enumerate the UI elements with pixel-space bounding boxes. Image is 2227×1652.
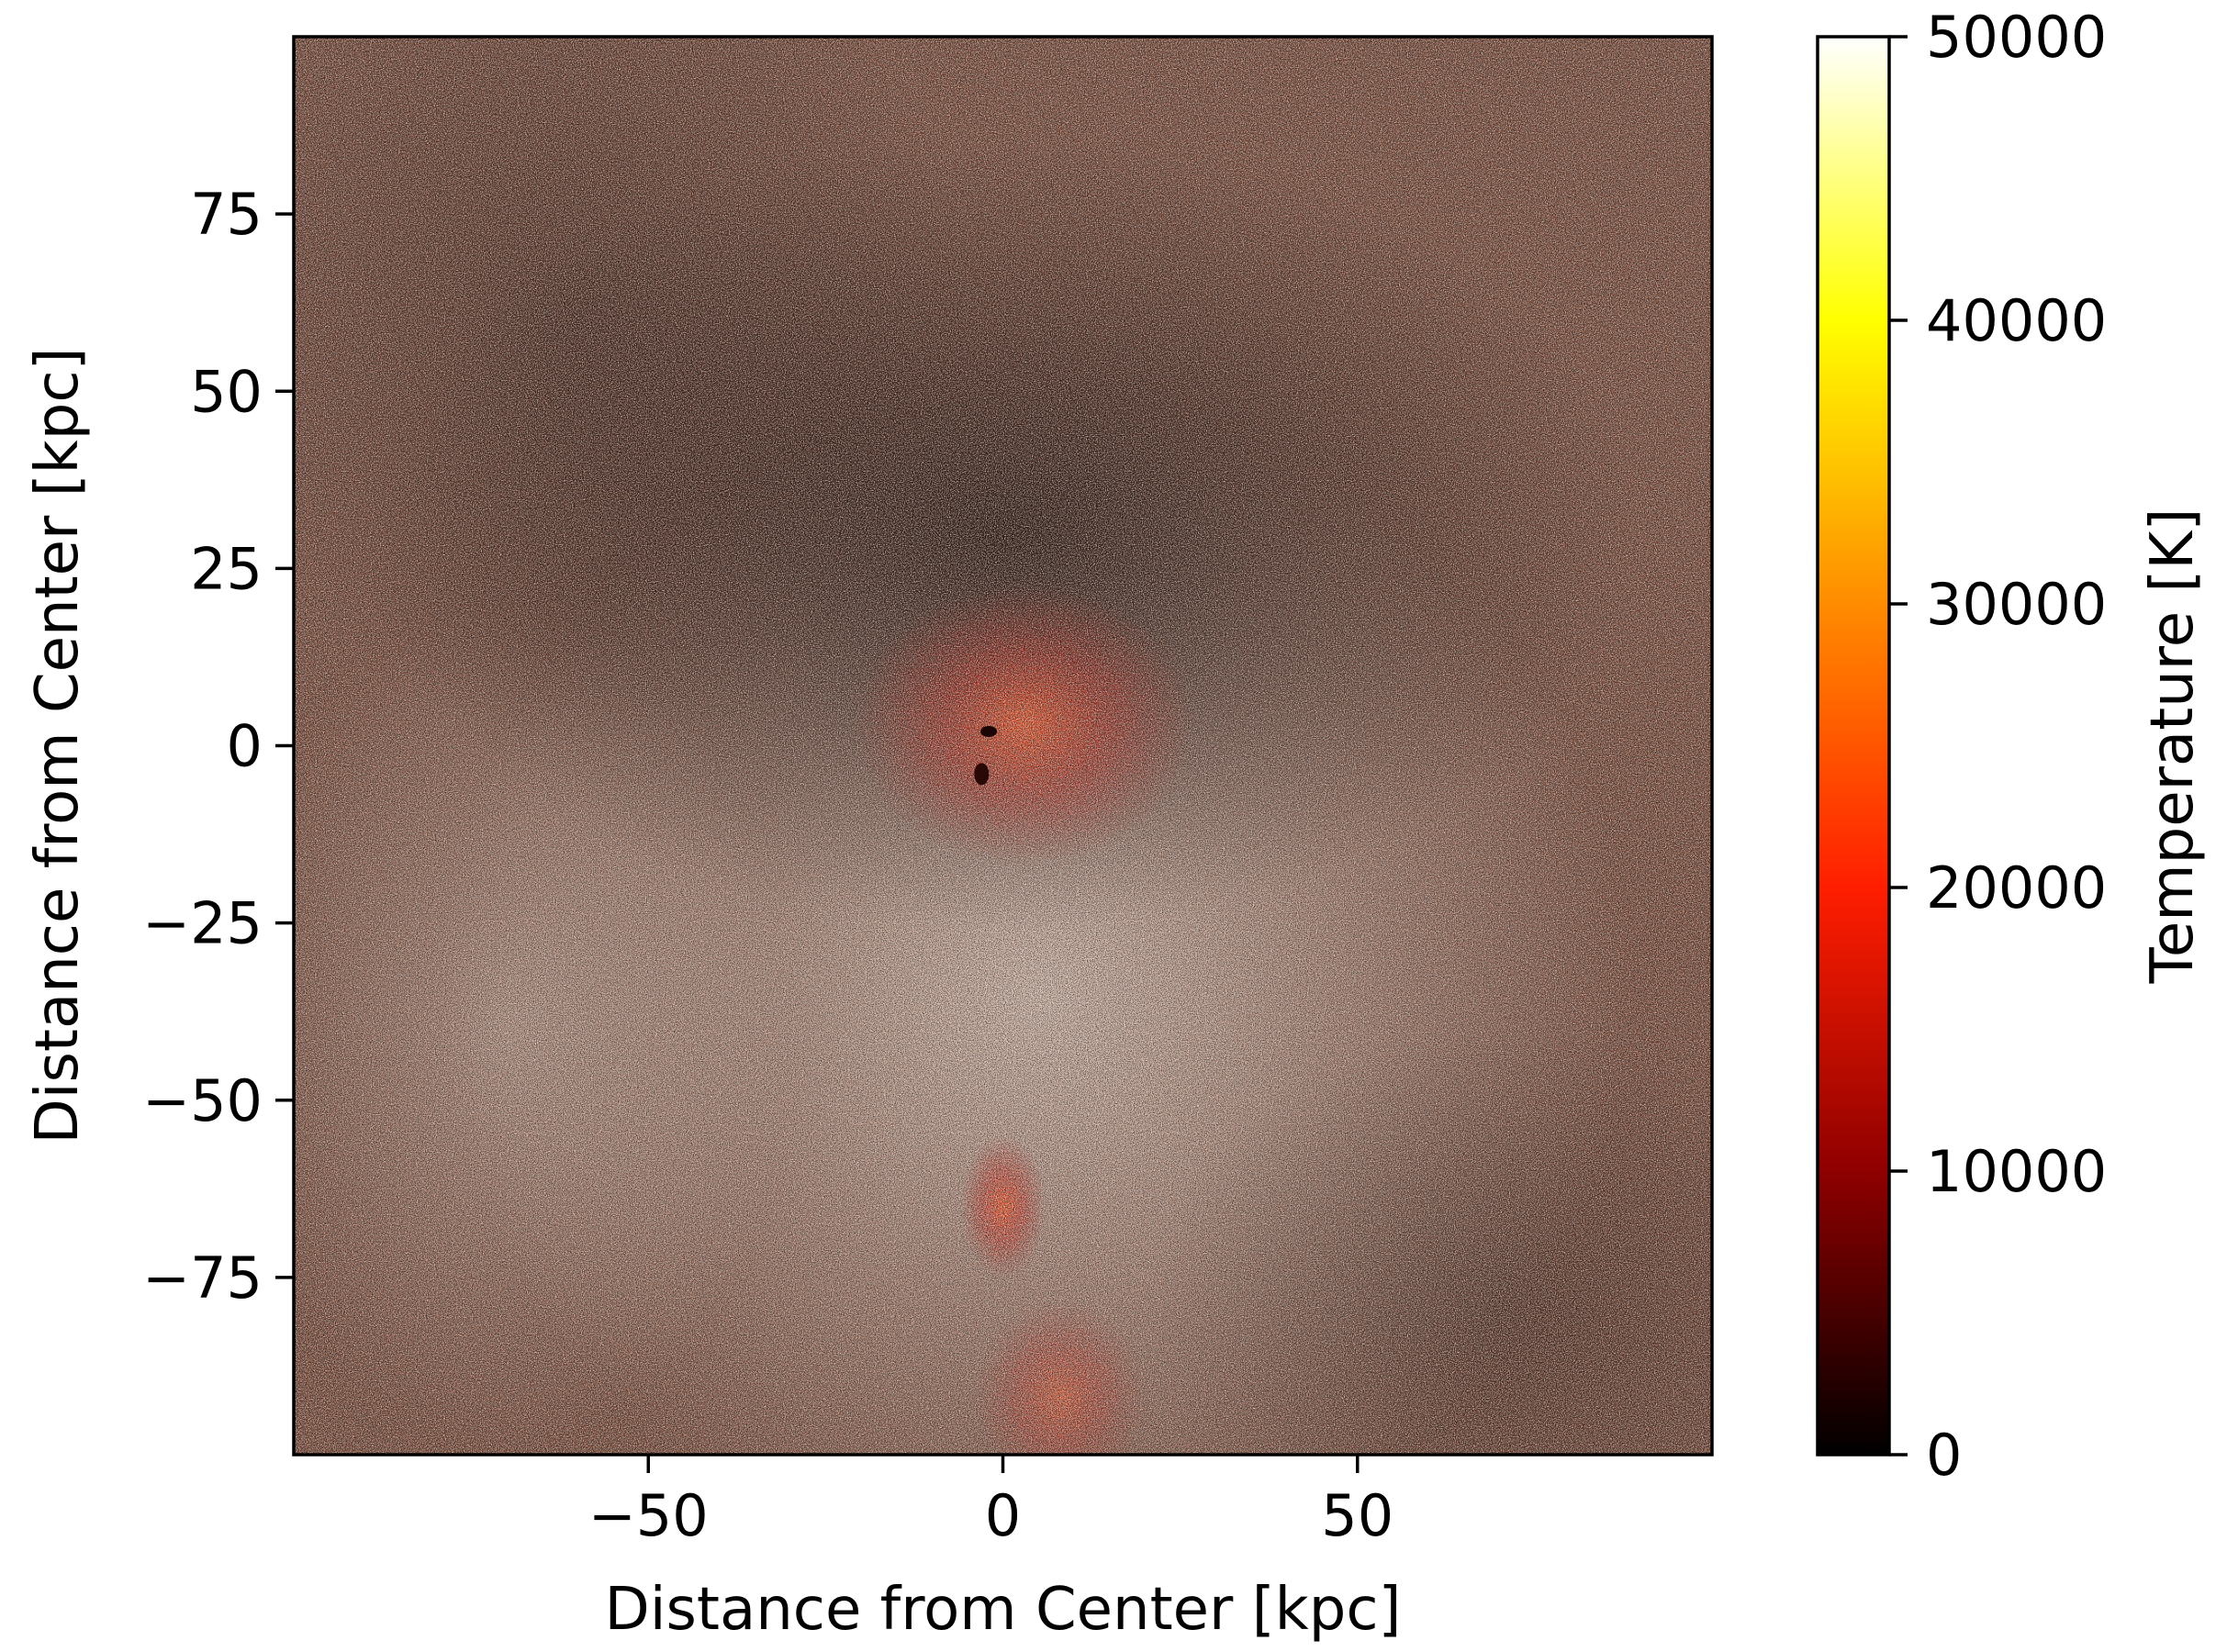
colorbar-tick-label: 50000 (1926, 4, 2107, 71)
y-tick-label: 50 (190, 358, 263, 425)
y-tick-label: 0 (227, 713, 263, 780)
colorbar-frame (1816, 35, 1891, 1457)
colorbar-tick-label: 0 (1926, 1422, 1962, 1489)
y-tick-label: −75 (142, 1245, 263, 1312)
x-axis-label: Distance from Center [kpc] (604, 1576, 1401, 1644)
y-tick-label: 75 (190, 181, 263, 248)
y-tick-label: −50 (142, 1067, 263, 1134)
plot-area (294, 37, 1712, 1455)
colorbar-label: Temperature [K] (2139, 508, 2207, 985)
colorbar-tick-label: 40000 (1926, 287, 2107, 354)
colorbar: 0 10000 20000 30000 40000 50000 (1816, 4, 2107, 1489)
dark-knot (980, 726, 998, 738)
dark-knot (974, 763, 990, 786)
y-tick-label: 25 (190, 535, 263, 602)
colorbar-tick-label: 30000 (1926, 571, 2107, 638)
y-axis-label: Distance from Center [kpc] (24, 347, 92, 1144)
noise-dark (294, 37, 1712, 1455)
axes: −50 0 50 75 50 25 0 −25 −50 −75 (142, 35, 1714, 1549)
x-tick-label: 50 (1321, 1482, 1393, 1549)
x-tick-label: 0 (985, 1482, 1021, 1549)
x-tick-label: −50 (588, 1482, 709, 1549)
colorbar-tick-label: 20000 (1926, 854, 2107, 921)
colorbar-gradient (1818, 37, 1889, 1455)
colorbar-tick-label: 10000 (1926, 1138, 2107, 1205)
y-tick-label: −25 (142, 890, 263, 957)
